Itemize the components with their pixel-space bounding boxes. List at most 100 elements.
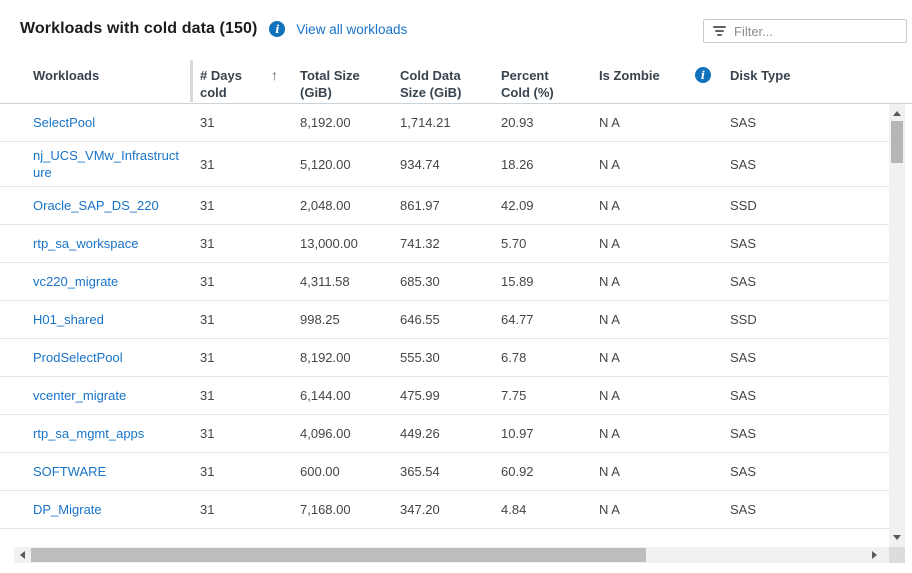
table-row: DP_Migrate 31 7,168.00 347.20 4.84 N A S… — [0, 491, 889, 529]
workload-cell: SelectPool — [33, 114, 200, 131]
days-cold-cell: 31 — [200, 236, 215, 251]
total-size-cell: 8,192.00 — [300, 350, 351, 365]
is-zombie-cell: N A — [599, 236, 620, 251]
cold-data-size-cell: 934.74 — [400, 156, 440, 172]
filter-input[interactable] — [734, 23, 884, 39]
cold-data-size-cell: 365.54 — [400, 464, 440, 479]
cold-data-size-cell: 555.30 — [400, 350, 440, 365]
scroll-left-arrow-icon[interactable] — [20, 551, 25, 559]
percent-cold-cell: 20.93 — [501, 115, 534, 130]
workload-link[interactable]: vcenter_migrate — [33, 388, 127, 403]
workload-cell: ProdSelectPool — [33, 349, 200, 366]
days-cold-cell: 31 — [200, 502, 215, 517]
cold-data-size-cell: 646.55 — [400, 312, 440, 327]
workload-cell: SOFTWARE — [33, 463, 200, 480]
vertical-scrollbar[interactable] — [889, 104, 905, 547]
disk-type-cell: SAS — [730, 115, 757, 130]
percent-cold-cell: 64.77 — [501, 312, 534, 327]
disk-type-cell: SAS — [730, 274, 757, 289]
total-size-cell: 4,311.58 — [300, 274, 350, 289]
table-row: ProdSelectPool 31 8,192.00 555.30 6.78 N… — [0, 339, 889, 377]
total-size-cell: 8,192.00 — [300, 115, 351, 130]
workload-link[interactable]: rtp_sa_mgmt_apps — [33, 426, 145, 441]
workload-cell: nj_UCS_VMw_Infrastructure — [33, 147, 200, 181]
days-cold-cell: 31 — [200, 198, 215, 213]
total-size-cell: 998.25 — [300, 312, 340, 327]
column-header-disk-type[interactable]: Disk Type — [730, 68, 791, 83]
workload-link[interactable]: H01_shared — [33, 312, 104, 327]
scroll-right-arrow-icon[interactable] — [872, 551, 877, 559]
is-zombie-cell: N A — [599, 350, 620, 365]
total-size-cell: 13,000.00 — [300, 236, 358, 251]
column-header-cold-data-size[interactable]: Cold Data Size (GiB) — [400, 68, 462, 100]
vertical-scrollbar-thumb[interactable] — [891, 121, 903, 163]
disk-type-cell: SAS — [730, 502, 757, 517]
is-zombie-cell: N A — [599, 426, 620, 441]
table-row: vcenter_migrate 31 6,144.00 475.99 7.75 … — [0, 377, 889, 415]
workload-link[interactable]: ProdSelectPool — [33, 350, 123, 365]
disk-type-cell: SSD — [730, 312, 757, 327]
workload-link[interactable]: vc220_migrate — [33, 274, 119, 289]
workload-link[interactable]: SelectPool — [33, 115, 96, 130]
total-size-cell: 6,144.00 — [300, 388, 351, 403]
percent-cold-cell: 60.92 — [501, 464, 534, 479]
total-size-cell: 5,120.00 — [300, 156, 351, 172]
workload-link[interactable]: DP_Migrate — [33, 502, 102, 517]
workload-cell: H01_shared — [33, 311, 200, 328]
column-header-workloads[interactable]: Workloads — [33, 68, 100, 83]
view-all-workloads-link[interactable]: View all workloads — [296, 21, 408, 37]
scroll-up-arrow-icon[interactable] — [893, 111, 901, 116]
cold-data-size-cell: 685.30 — [400, 274, 440, 289]
disk-type-cell: SAS — [730, 464, 757, 479]
column-header-is-zombie[interactable]: Is Zombie i — [599, 58, 730, 103]
percent-cold-cell: 7.75 — [501, 388, 527, 403]
workload-link[interactable]: Oracle_SAP_DS_220 — [33, 198, 159, 213]
total-size-cell: 7,168.00 — [300, 502, 351, 517]
disk-type-cell: SAS — [730, 388, 757, 403]
percent-cold-cell: 18.26 — [501, 156, 534, 172]
scroll-down-arrow-icon[interactable] — [893, 535, 901, 540]
table-row: rtp_sa_mgmt_apps 31 4,096.00 449.26 10.9… — [0, 415, 889, 453]
days-cold-cell: 31 — [200, 156, 215, 172]
workload-link[interactable]: SOFTWARE — [33, 464, 107, 479]
disk-type-cell: SAS — [730, 426, 757, 441]
percent-cold-cell: 10.97 — [501, 426, 534, 441]
sort-ascending-icon[interactable]: ↑ — [271, 67, 278, 83]
days-cold-cell: 31 — [200, 464, 215, 479]
is-zombie-cell: N A — [599, 464, 620, 479]
cold-data-size-cell: 741.32 — [400, 236, 440, 251]
is-zombie-cell: N A — [599, 388, 620, 403]
table-row: rtp_sa_workspace 31 13,000.00 741.32 5.7… — [0, 225, 889, 263]
cold-data-size-cell: 861.97 — [400, 198, 440, 213]
disk-type-cell: SAS — [730, 156, 757, 172]
workload-cell: DP_Migrate — [33, 501, 200, 518]
workload-cell: rtp_sa_workspace — [33, 235, 200, 252]
is-zombie-cell: N A — [599, 198, 620, 213]
filter-box[interactable] — [703, 19, 907, 43]
title-info-icon[interactable]: i — [269, 21, 286, 37]
column-header-days-cold[interactable]: # Days cold ↑ — [200, 67, 278, 100]
column-header-total-size[interactable]: Total Size (GiB) — [300, 68, 360, 100]
cold-data-size-cell: 347.20 — [400, 502, 440, 517]
is-zombie-info-icon[interactable]: i — [695, 67, 711, 83]
horizontal-scrollbar[interactable] — [14, 547, 889, 563]
table-body: SelectPool 31 8,192.00 1,714.21 20.93 N … — [0, 104, 889, 529]
total-size-cell: 4,096.00 — [300, 426, 351, 441]
filter-icon — [713, 26, 726, 36]
workload-link[interactable]: nj_UCS_VMw_Infrastructure — [33, 148, 179, 180]
is-zombie-cell: N A — [599, 156, 620, 172]
column-resize-divider[interactable] — [190, 60, 193, 102]
is-zombie-cell: N A — [599, 115, 620, 130]
percent-cold-cell: 15.89 — [501, 274, 534, 289]
cold-data-size-cell: 1,714.21 — [400, 115, 451, 130]
horizontal-scrollbar-thumb[interactable] — [31, 548, 646, 562]
table-row: vc220_migrate 31 4,311.58 685.30 15.89 N… — [0, 263, 889, 301]
table-row: SelectPool 31 8,192.00 1,714.21 20.93 N … — [0, 104, 889, 142]
disk-type-cell: SAS — [730, 350, 757, 365]
percent-cold-cell: 4.84 — [501, 502, 527, 517]
is-zombie-cell: N A — [599, 502, 620, 517]
cold-data-size-cell: 475.99 — [400, 388, 440, 403]
column-header-percent-cold[interactable]: Percent Cold (%) — [501, 68, 554, 100]
workload-link[interactable]: rtp_sa_workspace — [33, 236, 139, 251]
workload-cell: Oracle_SAP_DS_220 — [33, 197, 200, 214]
